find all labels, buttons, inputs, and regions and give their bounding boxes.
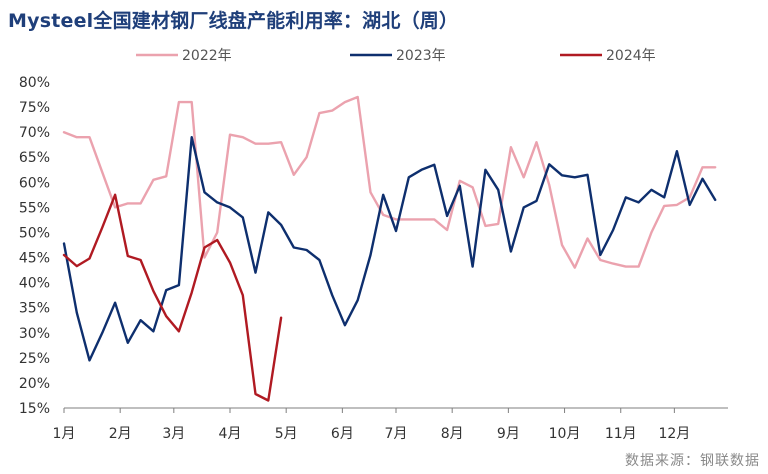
y-tick-label: 55% xyxy=(19,200,50,216)
series-line-2023 xyxy=(62,136,717,362)
x-tick-label: 3月 xyxy=(162,426,185,442)
y-tick-label: 60% xyxy=(19,175,50,191)
x-tick-label: 7月 xyxy=(385,426,408,442)
series-line-2022 xyxy=(62,95,717,269)
x-tick-label: 1月 xyxy=(53,426,76,442)
chart-title: Mysteel全国建材钢厂线盘产能利用率：湖北（周） xyxy=(8,10,459,32)
x-tick-label: 10月 xyxy=(549,426,581,442)
legend-label: 2023年 xyxy=(396,48,446,64)
x-tick-label: 9月 xyxy=(497,426,520,442)
y-tick-label: 45% xyxy=(19,251,50,267)
x-tick-label: 5月 xyxy=(275,426,298,442)
y-tick-label: 65% xyxy=(19,150,50,166)
y-tick-label: 20% xyxy=(19,376,50,392)
y-tick-label: 80% xyxy=(19,75,50,91)
y-tick-label: 30% xyxy=(19,326,50,342)
y-tick-label: 35% xyxy=(19,301,50,317)
x-tick-label: 11月 xyxy=(605,426,637,442)
legend: 2022年 2023年 2024年 xyxy=(136,48,656,64)
x-tick-label: 8月 xyxy=(441,426,464,442)
y-tick-label: 75% xyxy=(19,100,50,116)
series-line-2024 xyxy=(62,193,283,402)
y-tick-label: 70% xyxy=(19,125,50,141)
series-group xyxy=(62,95,717,402)
legend-label: 2024年 xyxy=(606,48,656,64)
x-axis: 1月 2月 3月 4月 5月 6月 7月 8月 9月 10月 11月 12月 xyxy=(53,407,728,442)
y-tick-label: 15% xyxy=(19,401,50,417)
x-tick-label: 2月 xyxy=(109,426,132,442)
x-tick-label: 6月 xyxy=(331,426,354,442)
x-tick-label: 4月 xyxy=(219,426,242,442)
y-axis: 15% 20% 25% 30% 35% 40% 45% 50% 55% 60% 65% 70% 75% 8… xyxy=(19,75,50,417)
y-tick-label: 40% xyxy=(19,276,50,292)
data-source-note: 数据来源：钢联数据 xyxy=(625,453,760,469)
y-tick-label: 50% xyxy=(19,225,50,241)
y-tick-label: 25% xyxy=(19,351,50,367)
legend-label: 2022年 xyxy=(182,48,232,64)
x-tick-label: 12月 xyxy=(658,426,690,442)
